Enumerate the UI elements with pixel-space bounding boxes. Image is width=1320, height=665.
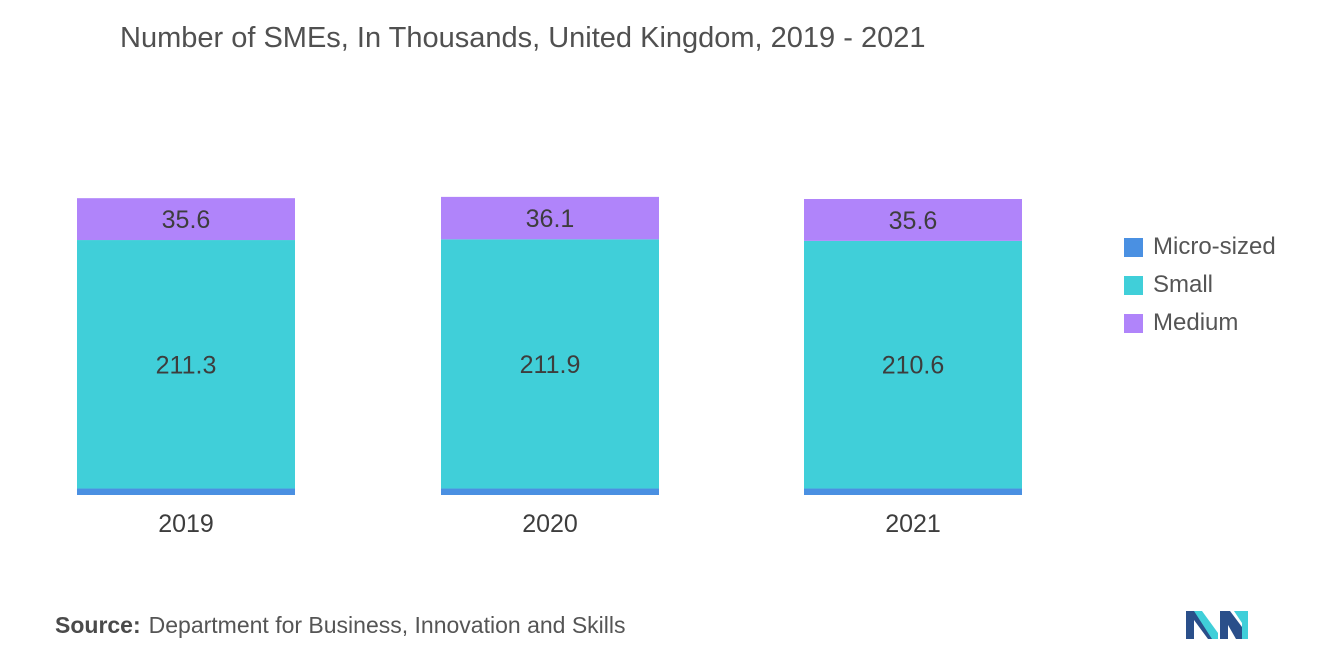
legend-item-medium: Medium <box>1124 304 1276 342</box>
chart-title: Number of SMEs, In Thousands, United Kin… <box>120 22 926 54</box>
bar-small-2021 <box>804 240 1022 489</box>
legend: Micro-sized Small Medium <box>1124 228 1276 342</box>
brand-logo-icon <box>1186 611 1248 639</box>
bar-medium-2020 <box>441 196 659 240</box>
data-label-medium-2021: 35.6 <box>889 207 938 235</box>
data-label-small-2021: 210.6 <box>882 352 945 380</box>
source-text: Department for Business, Innovation and … <box>148 612 626 638</box>
legend-label-small: Small <box>1153 271 1214 298</box>
legend-swatch-medium <box>1124 313 1143 333</box>
data-label-small-2020: 211.9 <box>520 351 581 379</box>
data-label-medium-2020: 36.1 <box>526 205 575 233</box>
legend-item-small: Small <box>1124 266 1276 304</box>
bar-small-2019 <box>77 240 295 489</box>
legend-swatch-micro <box>1124 237 1143 257</box>
bar-micro-sized-2020 <box>441 488 659 495</box>
legend-item-micro: Micro-sized <box>1124 228 1276 266</box>
source-note: Source: Department for Business, Innovati… <box>55 612 626 639</box>
bar-medium-2019 <box>77 198 295 241</box>
stacked-bar-chart: 211.3 35.6 2019 211.9 36.1 2020 210.6 35.6 2021 <box>77 196 1022 538</box>
legend-swatch-small <box>1124 275 1143 295</box>
x-tick-label-2021: 2021 <box>885 510 941 538</box>
bar-medium-2021 <box>804 199 1022 241</box>
source-label: Source: <box>55 612 141 638</box>
legend-label-medium: Medium <box>1153 309 1239 336</box>
bar-micro-sized-2019 <box>77 488 295 495</box>
x-tick-label-2020: 2020 <box>522 510 578 538</box>
legend-label-micro: Micro-sized <box>1153 233 1276 260</box>
data-label-small-2019: 211.3 <box>156 351 217 379</box>
data-label-medium-2019: 35.6 <box>162 206 211 234</box>
bar-micro-sized-2021 <box>804 488 1022 495</box>
bar-small-2020 <box>441 239 659 489</box>
x-tick-label-2019: 2019 <box>158 510 214 538</box>
